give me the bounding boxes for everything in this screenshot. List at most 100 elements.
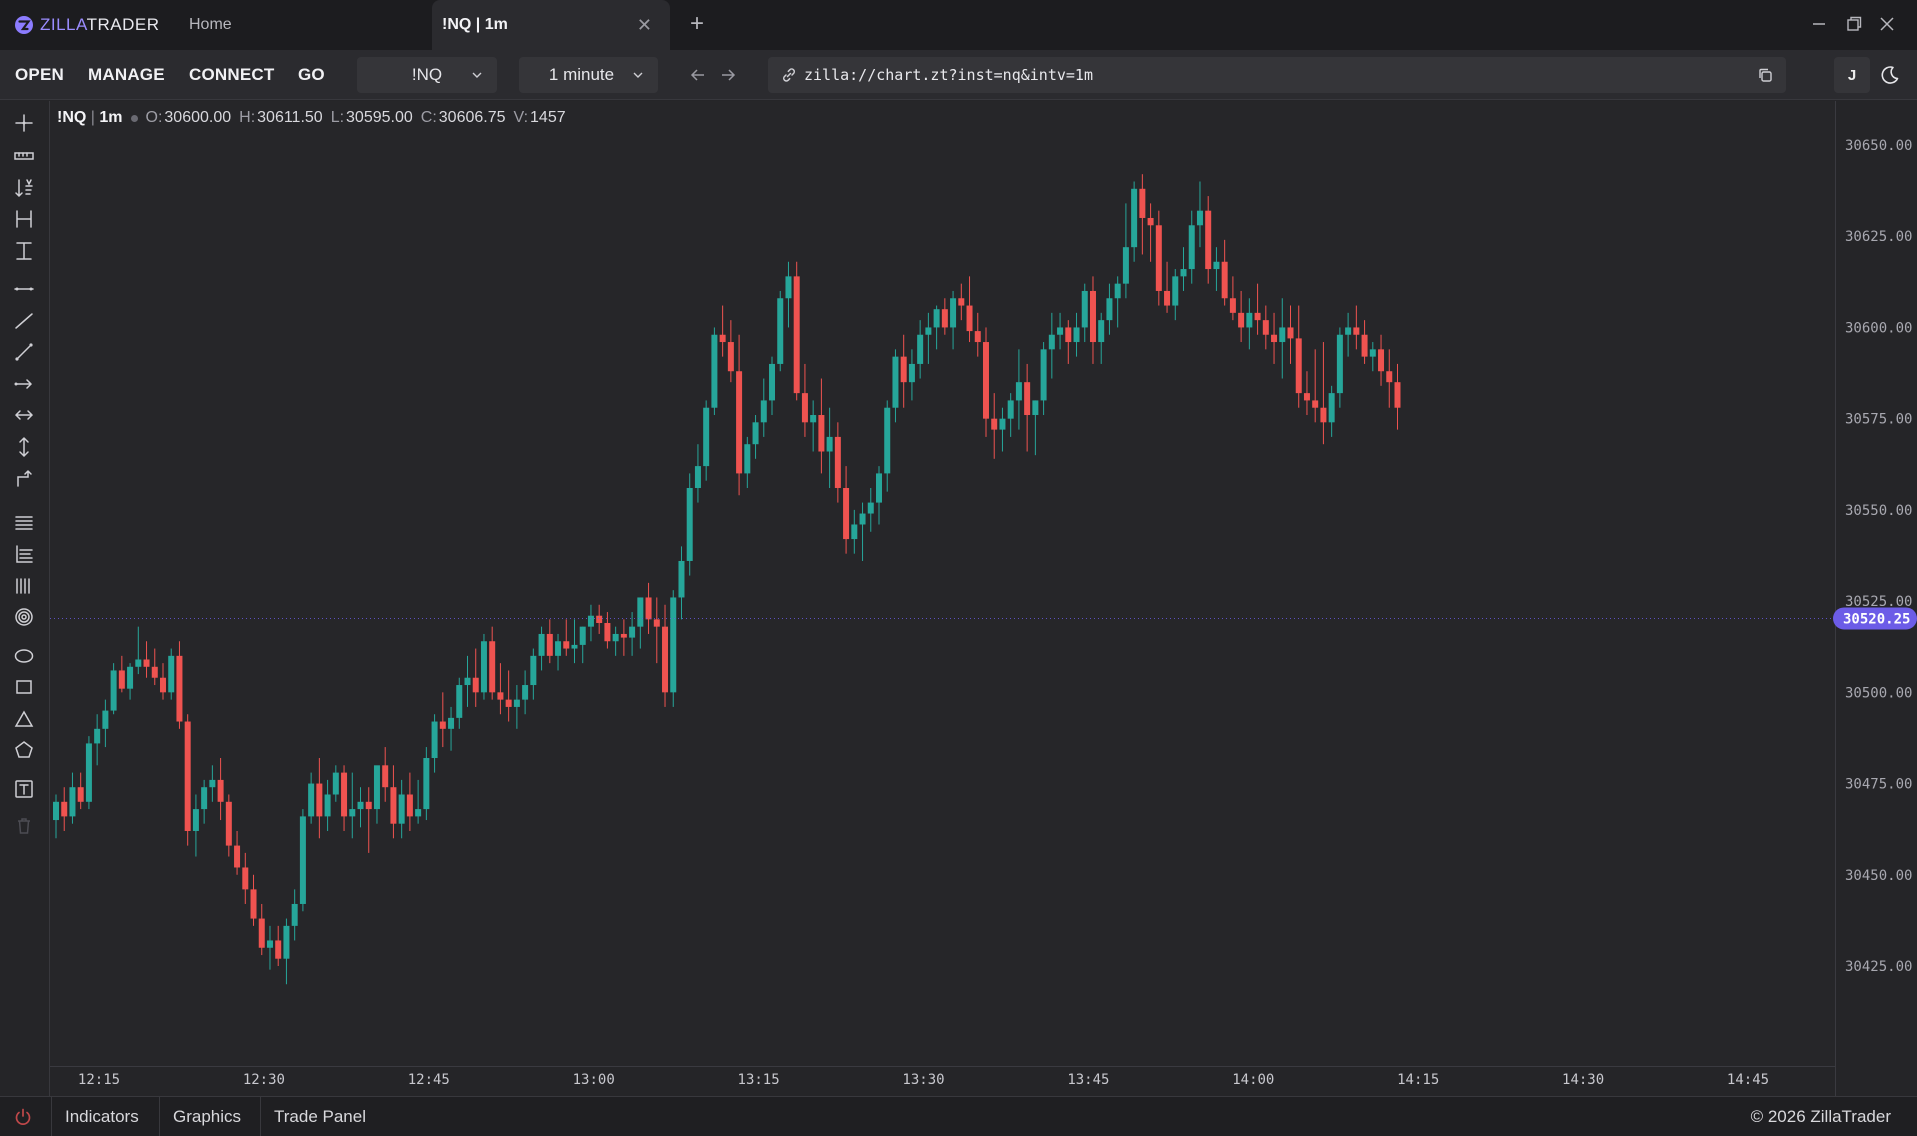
candle-body[interactable] [1205,210,1212,270]
candle-body[interactable] [234,845,241,868]
candle-body[interactable] [201,787,208,810]
double-arrow-tool-icon[interactable] [12,403,36,427]
candle-body[interactable] [1172,276,1179,306]
candle-body[interactable] [398,794,405,824]
menu-go[interactable]: GO [298,65,325,84]
candle-body[interactable] [711,334,718,408]
extended-line-tool-icon[interactable] [12,340,36,364]
candle-body[interactable] [1040,349,1047,401]
tab-home[interactable]: Home [176,0,426,50]
minimize-icon[interactable] [1807,12,1831,36]
candle-body[interactable] [555,641,562,656]
candle-body[interactable] [69,787,76,817]
candle-body[interactable] [1312,400,1319,408]
candle-body[interactable] [423,758,430,810]
candle-body[interactable] [94,728,101,744]
candle-body[interactable] [1221,261,1228,299]
candle-body[interactable] [612,633,619,642]
candle-body[interactable] [1394,382,1401,408]
ellipse-tool-icon[interactable] [12,644,36,668]
candle-body[interactable] [982,342,989,419]
candle-body[interactable] [217,779,224,802]
candle-body[interactable] [497,692,504,700]
candle-body[interactable] [1188,225,1195,270]
candle-body[interactable] [686,487,693,561]
candle-body[interactable] [892,356,899,408]
candle-body[interactable] [266,940,273,948]
candle-body[interactable] [1139,188,1146,218]
candle-body[interactable] [760,400,767,423]
candle-body[interactable] [999,418,1006,430]
candle-body[interactable] [719,334,726,343]
candle-body[interactable] [678,560,685,598]
candle-body[interactable] [851,524,858,540]
candle-body[interactable] [472,677,479,693]
candle-body[interactable] [950,298,957,328]
candle-body[interactable] [604,623,611,642]
vertical-arrow-tool-icon[interactable] [12,435,36,459]
candle-body[interactable] [900,356,907,383]
candle-body[interactable] [859,513,866,525]
candle-body[interactable] [530,655,537,686]
fib-levels-tool-icon[interactable] [12,542,36,566]
candle-body[interactable] [1164,290,1171,306]
candle-body[interactable] [250,889,257,919]
candle-body[interactable] [439,721,446,729]
tab-graphics[interactable]: Graphics [159,1097,254,1136]
price-chart[interactable]: 30650.00 30625.00 30600.00 30575.00 30550.00… [50,101,1917,1096]
candle-body[interactable] [1057,327,1064,335]
candle-body[interactable] [225,801,232,846]
candle-body[interactable] [522,685,529,700]
candle-body[interactable] [242,867,249,890]
candle-body[interactable] [77,787,84,802]
candle-body[interactable] [801,393,808,423]
candle-body[interactable] [670,597,677,693]
candle-body[interactable] [563,641,570,649]
triangle-tool-icon[interactable] [12,707,36,731]
candle-body[interactable] [382,765,389,788]
candlestick-chart[interactable]: 30650.00 30625.00 30600.00 30575.00 30550.00… [50,101,1917,1096]
candle-body[interactable] [662,626,669,693]
new-tab-button[interactable]: + [690,10,705,37]
candle-body[interactable] [1081,290,1088,328]
close-window-icon[interactable] [1875,12,1899,36]
candle-body[interactable] [810,415,817,423]
sort-tool-icon[interactable] [12,176,36,200]
vertical-range-tool-icon[interactable] [12,239,36,263]
candle-body[interactable] [1345,327,1352,335]
moon-icon[interactable] [1878,63,1902,87]
candle-body[interactable] [349,809,356,817]
candle-body[interactable] [143,659,150,667]
candle-body[interactable] [505,699,512,707]
candle-body[interactable] [184,721,191,831]
menu-open[interactable]: OPEN [15,65,64,84]
user-button[interactable]: J [1834,57,1870,93]
power-icon[interactable] [12,1106,34,1128]
candle-body[interactable] [373,765,380,810]
candle-body[interactable] [1106,298,1113,321]
candle-body[interactable] [991,418,998,430]
candle-body[interactable] [1032,400,1039,416]
candle-body[interactable] [110,670,117,711]
candle-body[interactable] [357,801,364,810]
candle-body[interactable] [653,619,660,627]
candle-body[interactable] [793,276,800,394]
candle-body[interactable] [1089,290,1096,343]
candle-body[interactable] [1238,312,1245,328]
ruler-tool-icon[interactable] [12,144,36,168]
restore-icon[interactable] [1842,12,1866,36]
candle-body[interactable] [1024,382,1031,416]
candle-body[interactable] [834,436,841,488]
candle-body[interactable] [1131,188,1138,248]
tab-indicators[interactable]: Indicators [51,1097,152,1136]
candle-body[interactable] [275,940,282,959]
candle-body[interactable] [1246,312,1253,328]
ray-tool-icon[interactable] [12,372,36,396]
candle-body[interactable] [958,298,965,306]
candle-body[interactable] [1015,382,1022,401]
candle-body[interactable] [1287,327,1294,339]
candle-body[interactable] [324,794,331,817]
candle-body[interactable] [85,743,92,802]
candle-body[interactable] [1048,334,1055,350]
chart-url-bar[interactable]: zilla://chart.zt?inst=nq&intv=1m [768,57,1786,93]
